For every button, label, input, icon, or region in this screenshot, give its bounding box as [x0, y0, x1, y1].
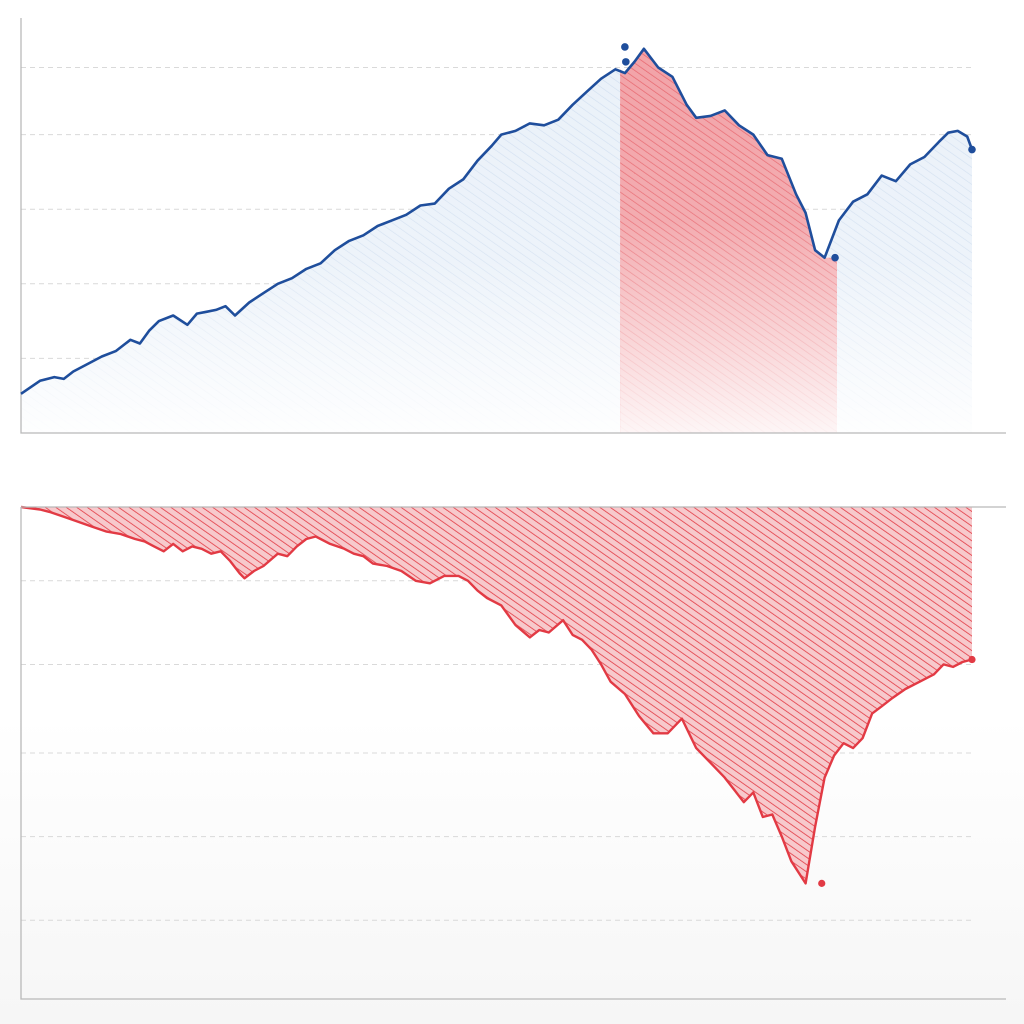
price-axis-frame: [20, 18, 1006, 434]
price-panel: [20, 18, 1006, 434]
price-marker-point: [831, 253, 839, 262]
price-marker-point: [621, 43, 629, 51]
price-markers: [621, 43, 976, 262]
price-marker-point: [622, 58, 630, 66]
drawdown-marker-point: [968, 655, 976, 664]
drawdown-axis-frame: [20, 506, 1006, 1000]
drawdown-line: [20, 505, 973, 885]
price-marker-point: [968, 145, 976, 154]
price-line: [20, 47, 974, 395]
drawdown-panel: [20, 505, 1006, 1000]
drawdown-period-highlight-fade: [620, 48, 837, 434]
drawdown-area-fill: [21, 507, 972, 884]
drawdown-markers: [818, 655, 976, 887]
drawdown-marker-point: [818, 879, 826, 887]
